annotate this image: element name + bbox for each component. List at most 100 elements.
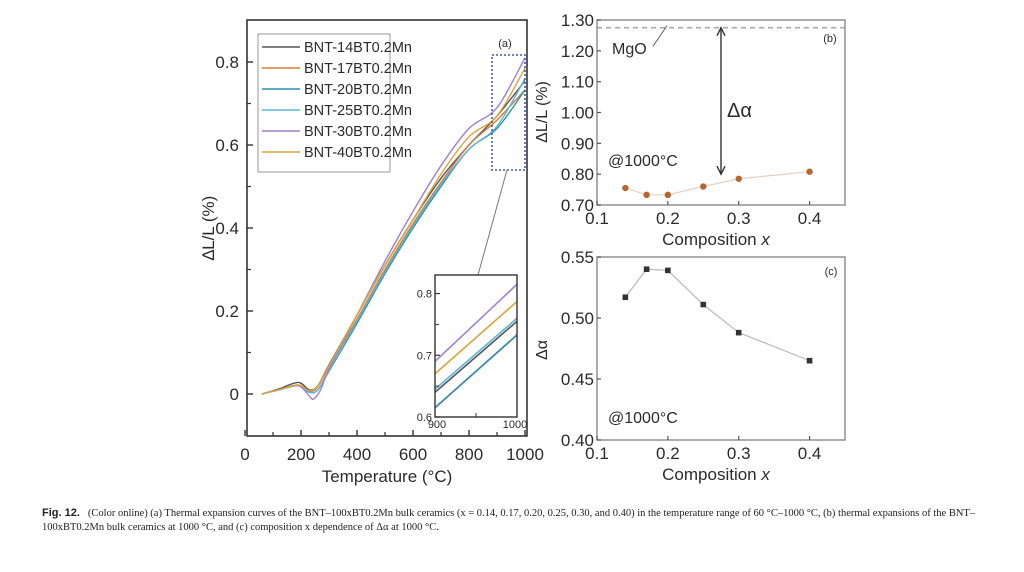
data-point-b (664, 191, 672, 199)
legend-label: BNT-30BT0.2Mn (304, 124, 412, 140)
panel-label-a: (a) (498, 38, 511, 50)
x-tick-label: 0.2 (656, 444, 680, 463)
y-tick-label: 0.40 (561, 431, 594, 450)
x-tick-label: 0.3 (727, 209, 751, 228)
annotation-temperature-c: @1000°C (608, 410, 678, 427)
legend: BNT-14BT0.2Mn BNT-17BT0.2Mn BNT-20BT0.2Mn B… (257, 33, 412, 173)
inset-y-tick-label: 0.6 (417, 412, 432, 424)
inset-x-tick-label: 1000 (503, 419, 527, 431)
panel-c: 0.1 0.2 0.3 0.4 0.40 0.45 0.50 0.55 Composition… (534, 248, 846, 484)
legend-label: BNT-20BT0.2Mn (304, 82, 412, 98)
legend-box (257, 33, 391, 173)
plot-frame-c (596, 256, 846, 441)
legend-label: BNT-40BT0.2Mn (304, 145, 412, 161)
annotation-temperature-b: @1000°C (608, 153, 678, 170)
y-axis-label-a: ∆L/L (%) (199, 196, 218, 261)
x-axis-label-var: x (760, 230, 770, 249)
panel-label-b: (b) (823, 33, 836, 45)
x-tick-label: 0.4 (798, 209, 822, 228)
data-point-b (735, 175, 742, 182)
x-axis-label-var: x (760, 465, 770, 484)
data-point-c (700, 301, 707, 308)
inset-series-line (434, 300, 518, 375)
y-tick-label: 0.45 (561, 370, 594, 389)
series-line-bnt-30bt0.2mn (261, 57, 526, 400)
x-tick-label: 1000 (506, 445, 544, 464)
panel-a: 0.6 0.7 0.8 900 1000 0 200 400 600 800 1000 0 0.2 0.… (199, 19, 544, 486)
y-tick-label: 1.30 (561, 11, 594, 30)
y-tick-label: 0.6 (215, 136, 239, 155)
mgo-label: MgO (612, 41, 647, 58)
panel-label-c: (c) (825, 266, 838, 278)
inset-series-line (434, 334, 518, 409)
series-line-b (625, 171, 810, 196)
y-tick-label: 1.10 (561, 73, 594, 92)
figure-caption: Fig. 12. (Color online) (a) Thermal expan… (42, 506, 982, 535)
y-tick-label: 0.2 (215, 302, 239, 321)
inset-y-tick-label: 0.8 (417, 289, 432, 301)
x-axis-label-a: Temperature (°C) (322, 467, 453, 486)
inset-plot: 0.6 0.7 0.8 900 1000 (417, 274, 527, 431)
axis-ticks-b: 0.1 0.2 0.3 0.4 0.70 0.80 0.90 1.00 1.10 1.20 1.30 (561, 11, 821, 228)
legend-label: BNT-17BT0.2Mn (304, 61, 412, 77)
y-tick-label: 1.20 (561, 42, 594, 61)
inset-y-tick-label: 0.7 (417, 350, 432, 362)
plot-area-b (597, 25, 845, 199)
panel-b: 0.1 0.2 0.3 0.4 0.70 0.80 0.90 1.00 1.10 1.20 1.30… (534, 11, 846, 249)
data-point-b (806, 168, 813, 175)
arrow-head-up (716, 26, 726, 37)
delta-alpha-label: Δα (727, 100, 752, 122)
x-tick-label: 0.1 (585, 444, 609, 463)
x-tick-label: 0 (240, 445, 249, 464)
axis-ticks-a: 0 200 400 600 800 1000 0 0.2 0.4 0.6 0.8 (215, 53, 544, 464)
data-point-c (806, 357, 813, 364)
y-tick-label: 0.55 (561, 248, 594, 267)
y-tick-label: 0.8 (215, 53, 239, 72)
data-point-c (622, 294, 629, 301)
caption-label: Fig. 12. (42, 507, 80, 519)
data-point-b (700, 183, 707, 190)
zoom-highlight-box (477, 54, 526, 276)
x-tick-label: 0.2 (656, 209, 680, 228)
series-line-bnt-40bt0.2mn (261, 67, 526, 395)
arrow-head-down (716, 165, 726, 176)
plot-area-c (622, 266, 813, 364)
y-tick-label: 0.4 (215, 219, 239, 238)
x-tick-label: 200 (287, 445, 315, 464)
y-tick-label: 0.50 (561, 309, 594, 328)
mgo-pointer-line (652, 25, 668, 47)
data-point-c (643, 266, 650, 272)
data-point-c (665, 267, 671, 274)
x-axis-label-text: Composition (662, 230, 761, 249)
series-line-c (624, 268, 810, 362)
inset-series-line (434, 320, 518, 393)
x-tick-label: 0.4 (798, 444, 822, 463)
data-point-c (735, 329, 742, 336)
axis-ticks-c: 0.1 0.2 0.3 0.4 0.40 0.45 0.50 0.55 (561, 248, 821, 463)
y-axis-label-c: Δα (534, 340, 551, 360)
inset-x-tick-label: 900 (428, 419, 446, 431)
inset-series-line (434, 283, 518, 363)
x-axis-label-b: Composition x (662, 230, 770, 249)
inset-connector-line (477, 169, 508, 276)
highlight-box (491, 54, 526, 171)
x-tick-label: 0.1 (585, 209, 609, 228)
y-tick-label: 0.80 (561, 165, 594, 184)
caption-text: (Color online) (a) Thermal expansion cur… (42, 508, 976, 533)
x-tick-label: 0.3 (727, 444, 751, 463)
x-tick-label: 400 (343, 445, 371, 464)
inset-series-line (434, 317, 518, 390)
x-axis-label-c: Composition x (662, 465, 770, 484)
y-tick-label: 0.70 (561, 196, 594, 215)
x-tick-label: 800 (455, 445, 483, 464)
legend-label: BNT-14BT0.2Mn (304, 40, 412, 56)
y-tick-label: 1.00 (561, 104, 594, 123)
y-tick-label: 0 (230, 385, 239, 404)
y-tick-label: 0.90 (561, 134, 594, 153)
legend-label: BNT-25BT0.2Mn (304, 103, 412, 119)
data-point-b (643, 191, 650, 199)
x-axis-label-text: Composition (662, 465, 761, 484)
y-axis-label-b: ΔL/L (%) (534, 81, 551, 143)
x-tick-label: 600 (399, 445, 427, 464)
